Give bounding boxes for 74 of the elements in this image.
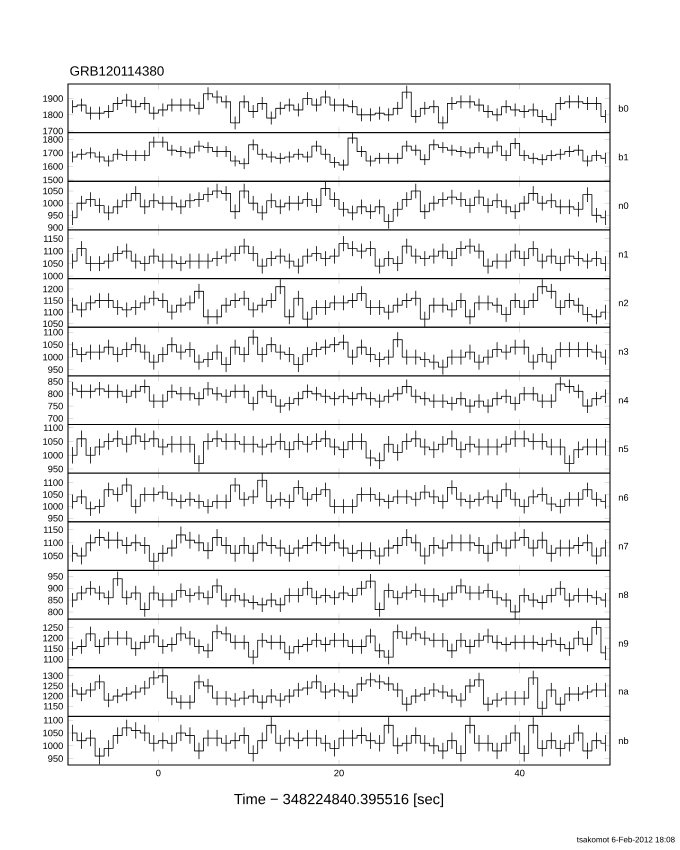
y-tick-label: 1900 [43, 95, 63, 102]
y-tick-label: 1150 [44, 235, 63, 242]
y-tick-label: 1800 [43, 136, 63, 143]
y-tick-label: 1000 [43, 742, 63, 750]
y-tick-label: 800 [48, 390, 63, 398]
y-tick-label: 1700 [43, 150, 63, 156]
x-tick-label: 0 [156, 770, 161, 776]
y-tick-label: 1000 [43, 452, 63, 459]
y-tick-label: 1100 [44, 248, 63, 254]
y-tick-label: 1800 [43, 112, 63, 118]
y-tick-label: 1000 [43, 503, 63, 510]
y-tick-label: 1050 [43, 491, 63, 498]
text: n8 [618, 591, 628, 598]
text: b0 [618, 104, 628, 112]
text: na [618, 689, 629, 695]
y-tick-label: 950 [48, 366, 63, 373]
text: nb [618, 737, 628, 744]
y-tick-label: 1100 [44, 656, 63, 663]
y-tick-label: 1600 [43, 163, 63, 170]
x-tick-label: 20 [334, 770, 344, 776]
y-tick-label: 1050 [43, 260, 63, 267]
x-tick-label: 40 [514, 770, 524, 776]
x-axis-title: Time − 348224840.395516 [sec] [234, 793, 444, 808]
y-tick-label: 950 [48, 466, 63, 472]
chart-title: GRB120114380 [70, 66, 164, 76]
y-tick-label: 900 [48, 584, 63, 592]
y-tick-label: 1050 [43, 188, 63, 194]
y-tick-label: 1100 [44, 328, 63, 336]
y-tick-label: 1050 [43, 730, 63, 736]
y-tick-label: 1700 [43, 128, 63, 134]
y-tick-label: 1150 [44, 526, 63, 533]
y-tick-label: 1150 [44, 645, 63, 652]
y-tick-label: 700 [48, 415, 63, 422]
text: b1 [618, 154, 628, 160]
y-tick-label: 950 [48, 755, 63, 762]
y-tick-label: 850 [48, 378, 63, 385]
y-tick-label: 1100 [44, 479, 63, 486]
y-tick-label: 1150 [44, 702, 63, 710]
y-tick-label: 1000 [43, 272, 63, 280]
y-tick-label: 950 [48, 573, 63, 580]
y-tick-label: 1100 [44, 308, 63, 316]
text: n4 [618, 396, 628, 404]
y-tick-label: 1200 [43, 286, 63, 292]
text: tsakomot 6-Feb-2012 18:08 [576, 836, 675, 842]
text: n9 [618, 640, 628, 647]
text: n1 [618, 251, 628, 258]
y-tick-label: 1050 [43, 552, 63, 560]
y-tick-label: 1200 [43, 692, 63, 700]
y-tick-label: 1250 [43, 682, 63, 690]
y-tick-label: 1500 [43, 176, 63, 184]
y-tick-label: 1050 [43, 341, 63, 348]
text: n7 [618, 542, 628, 550]
y-tick-label: 1300 [43, 672, 63, 680]
y-tick-label: 1100 [44, 424, 63, 432]
y-tick-label: 750 [48, 402, 63, 410]
y-tick-label: 1200 [43, 634, 63, 642]
y-tick-label: 800 [48, 608, 63, 616]
y-tick-label: 1000 [43, 354, 63, 360]
y-tick-label: 950 [48, 212, 63, 219]
y-tick-label: 900 [48, 224, 63, 231]
y-tick-label: 1150 [44, 297, 63, 304]
text: n6 [618, 494, 628, 501]
y-tick-label: 1100 [44, 540, 63, 546]
text: n5 [618, 446, 628, 452]
y-tick-label: 850 [48, 596, 63, 604]
y-tick-label: 950 [48, 514, 63, 522]
y-tick-label: 1000 [43, 200, 63, 206]
text: n2 [618, 300, 628, 306]
y-tick-label: 1100 [44, 716, 63, 724]
text: n3 [618, 348, 628, 355]
y-tick-label: 1050 [43, 320, 63, 328]
y-tick-label: 1050 [43, 438, 63, 445]
text: n0 [618, 202, 628, 209]
y-tick-label: 1250 [43, 624, 63, 631]
